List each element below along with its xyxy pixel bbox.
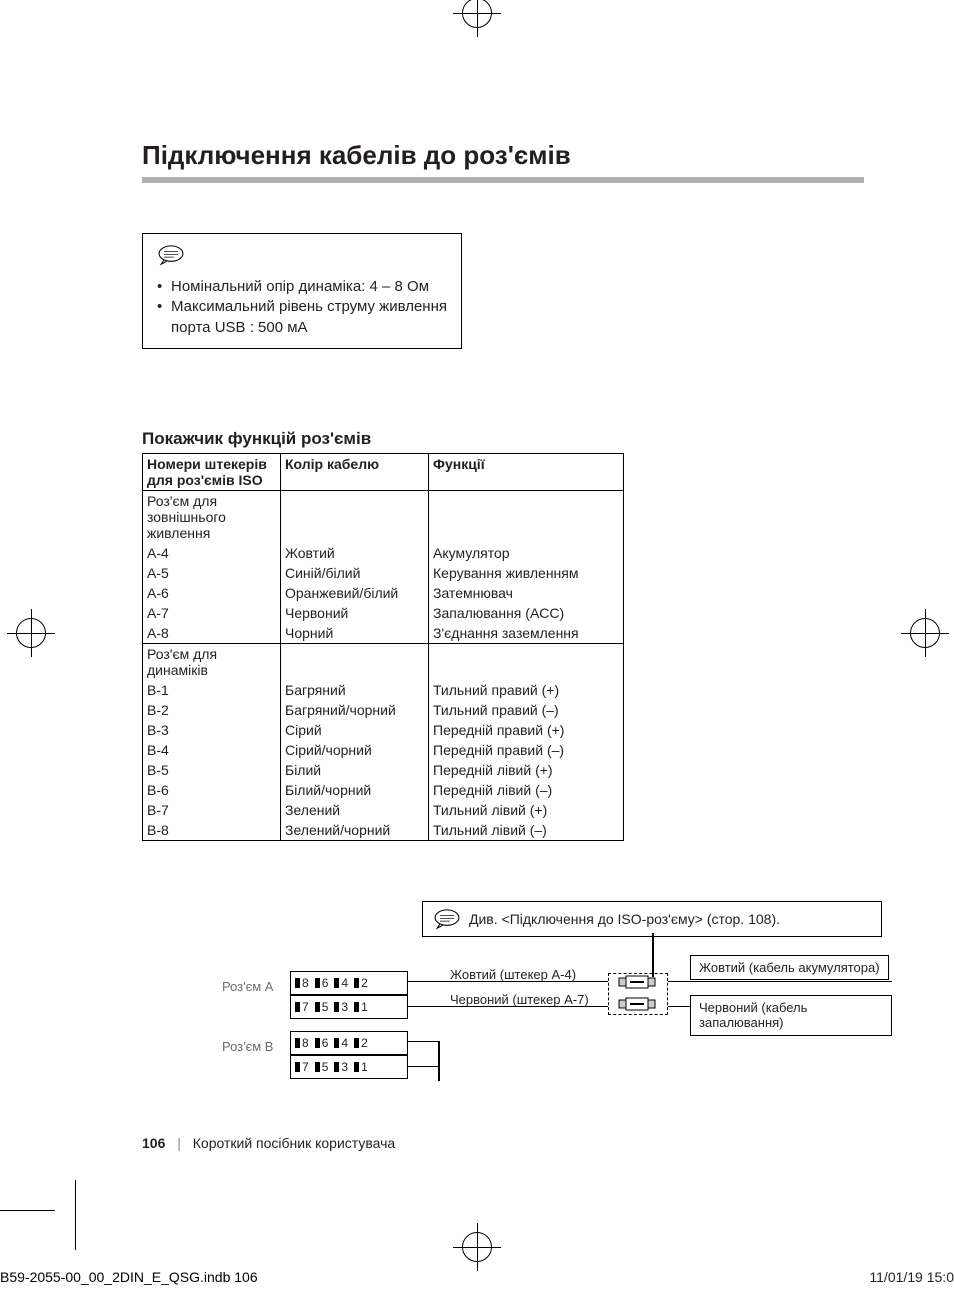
table-cell: Сірий/чорний xyxy=(281,740,429,760)
imposition-slug-right: 11/01/19 15:0 xyxy=(869,1269,954,1285)
table-cell: A-7 xyxy=(143,603,281,623)
table-cell: Передній лівий (+) xyxy=(429,760,624,780)
pin-label: 1 xyxy=(354,1000,368,1014)
table-cell: Чорний xyxy=(281,623,429,644)
callout-line xyxy=(652,933,654,977)
pin-label: 7 xyxy=(295,1060,309,1074)
table-cell: A-8 xyxy=(143,623,281,644)
table-cell: Передній лівий (–) xyxy=(429,780,624,800)
note-box: Номінальний опір динаміка: 4 – 8 Ом Макс… xyxy=(142,233,462,349)
table-cell: Білий xyxy=(281,760,429,780)
pin-label: 3 xyxy=(334,1000,348,1014)
table-cell: A-6 xyxy=(143,583,281,603)
page-number: 106 xyxy=(142,1135,165,1151)
table-cell: Зелений xyxy=(281,800,429,820)
pin-label: 6 xyxy=(315,1036,329,1050)
diagram-tip-box: Див. <Підключення до ISO-роз'єму> (стор.… xyxy=(422,901,882,937)
table-cell: Тильний правий (+) xyxy=(429,680,624,700)
page-footer: 106 | Короткий посібник користувача xyxy=(142,1135,395,1151)
pin-label: 7 xyxy=(295,1000,309,1014)
connector-b-label: Роз'єм B xyxy=(222,1039,273,1054)
table-header: Номери штекерів для роз'ємів ISO xyxy=(143,453,281,490)
wire-line xyxy=(668,981,892,983)
wire-line xyxy=(408,1041,438,1043)
table-cell: Багряний/чорний xyxy=(281,700,429,720)
table-cell: Акумулятор xyxy=(429,543,624,563)
connector-function-table: Номери штекерів для роз'ємів ISO Колір к… xyxy=(142,453,624,841)
wire-line xyxy=(408,1066,438,1068)
title-underline xyxy=(142,177,864,183)
table-cell: Оранжевий/білий xyxy=(281,583,429,603)
table-cell: Червоний xyxy=(281,603,429,623)
pin-label: 4 xyxy=(334,976,348,990)
table-cell: B-6 xyxy=(143,780,281,800)
connector-b-top: 8 6 4 2 xyxy=(290,1031,408,1055)
footer-separator: | xyxy=(177,1135,181,1151)
table-header: Функції xyxy=(429,453,624,490)
table-cell: Білий/чорний xyxy=(281,780,429,800)
table-cell: B-5 xyxy=(143,760,281,780)
pin-label: 4 xyxy=(334,1036,348,1050)
connector-a-bot: 7 5 3 1 xyxy=(290,995,408,1019)
red-pin-label: Червоний (штекер A-7) xyxy=(450,992,589,1007)
pin-label: 8 xyxy=(295,976,309,990)
fuse-icon xyxy=(618,997,656,1011)
note-icon xyxy=(433,908,461,930)
note-icon xyxy=(157,244,447,271)
table-cell: Сірий xyxy=(281,720,429,740)
table-cell: A-4 xyxy=(143,543,281,563)
connector-a-label: Роз'єм A xyxy=(222,979,273,994)
table-cell: Жовтий xyxy=(281,543,429,563)
diagram-tip-text: Див. <Підключення до ISO-роз'єму> (стор.… xyxy=(469,911,780,927)
connector-b-bot: 7 5 3 1 xyxy=(290,1055,408,1079)
table-cell: Керування живленням xyxy=(429,563,624,583)
table-cell: Багряний xyxy=(281,680,429,700)
table-cell: Затемнювач xyxy=(429,583,624,603)
table-cell: Синій/білий xyxy=(281,563,429,583)
table-cell: B-2 xyxy=(143,700,281,720)
table-cell: B-3 xyxy=(143,720,281,740)
pin-label: 6 xyxy=(315,976,329,990)
table-cell: Тильний правий (–) xyxy=(429,700,624,720)
pin-label: 2 xyxy=(354,976,368,990)
table-cell: Тильний лівий (+) xyxy=(429,800,624,820)
red-cable-box: Червоний (кабель запалювання) xyxy=(690,995,892,1036)
table-cell: A-5 xyxy=(143,563,281,583)
table-cell: B-1 xyxy=(143,680,281,700)
wiring-diagram: Див. <Підключення до ISO-роз'єму> (стор.… xyxy=(182,901,892,1081)
table-cell: B-7 xyxy=(143,800,281,820)
table-cell: З'єднання заземлення xyxy=(429,623,624,644)
table-cell: Тильний лівий (–) xyxy=(429,820,624,841)
table-group-label: Роз'єм для зовнішнього живлення xyxy=(143,490,281,543)
wire-line xyxy=(438,1041,440,1081)
table-cell: Передній правий (+) xyxy=(429,720,624,740)
table-cell: B-4 xyxy=(143,740,281,760)
table-header: Колір кабелю xyxy=(281,453,429,490)
fuse-icon xyxy=(618,975,656,989)
table-cell: Передній правий (–) xyxy=(429,740,624,760)
table-cell: Зелений/чорний xyxy=(281,820,429,841)
table-cell: B-8 xyxy=(143,820,281,841)
pin-label: 1 xyxy=(354,1060,368,1074)
note-bullet: Номінальний опір динаміка: 4 – 8 Ом xyxy=(157,277,447,297)
pin-label: 5 xyxy=(315,1000,329,1014)
section-title: Підключення кабелів до роз'ємів xyxy=(142,140,864,173)
table-group-label: Роз'єм для динаміків xyxy=(143,643,281,680)
pin-label: 3 xyxy=(334,1060,348,1074)
pin-label: 2 xyxy=(354,1036,368,1050)
page-content: Підключення кабелів до роз'ємів Номіналь… xyxy=(0,0,954,1291)
imposition-slug-left: B59-2055-00_00_2DIN_E_QSG.indb 106 xyxy=(0,1269,258,1285)
pin-label: 5 xyxy=(315,1060,329,1074)
yellow-cable-box: Жовтий (кабель акумулятора) xyxy=(690,955,889,981)
subsection-title: Покажчик функцій роз'ємів xyxy=(142,429,864,449)
footer-book-title: Короткий посібник користувача xyxy=(193,1135,395,1151)
note-bullet: Максимальний рівень струму живлення порт… xyxy=(157,297,447,338)
yellow-pin-label: Жовтий (штекер A-4) xyxy=(450,967,576,982)
connector-a-top: 8 6 4 2 xyxy=(290,971,408,995)
pin-label: 8 xyxy=(295,1036,309,1050)
table-cell: Запалювання (ACC) xyxy=(429,603,624,623)
